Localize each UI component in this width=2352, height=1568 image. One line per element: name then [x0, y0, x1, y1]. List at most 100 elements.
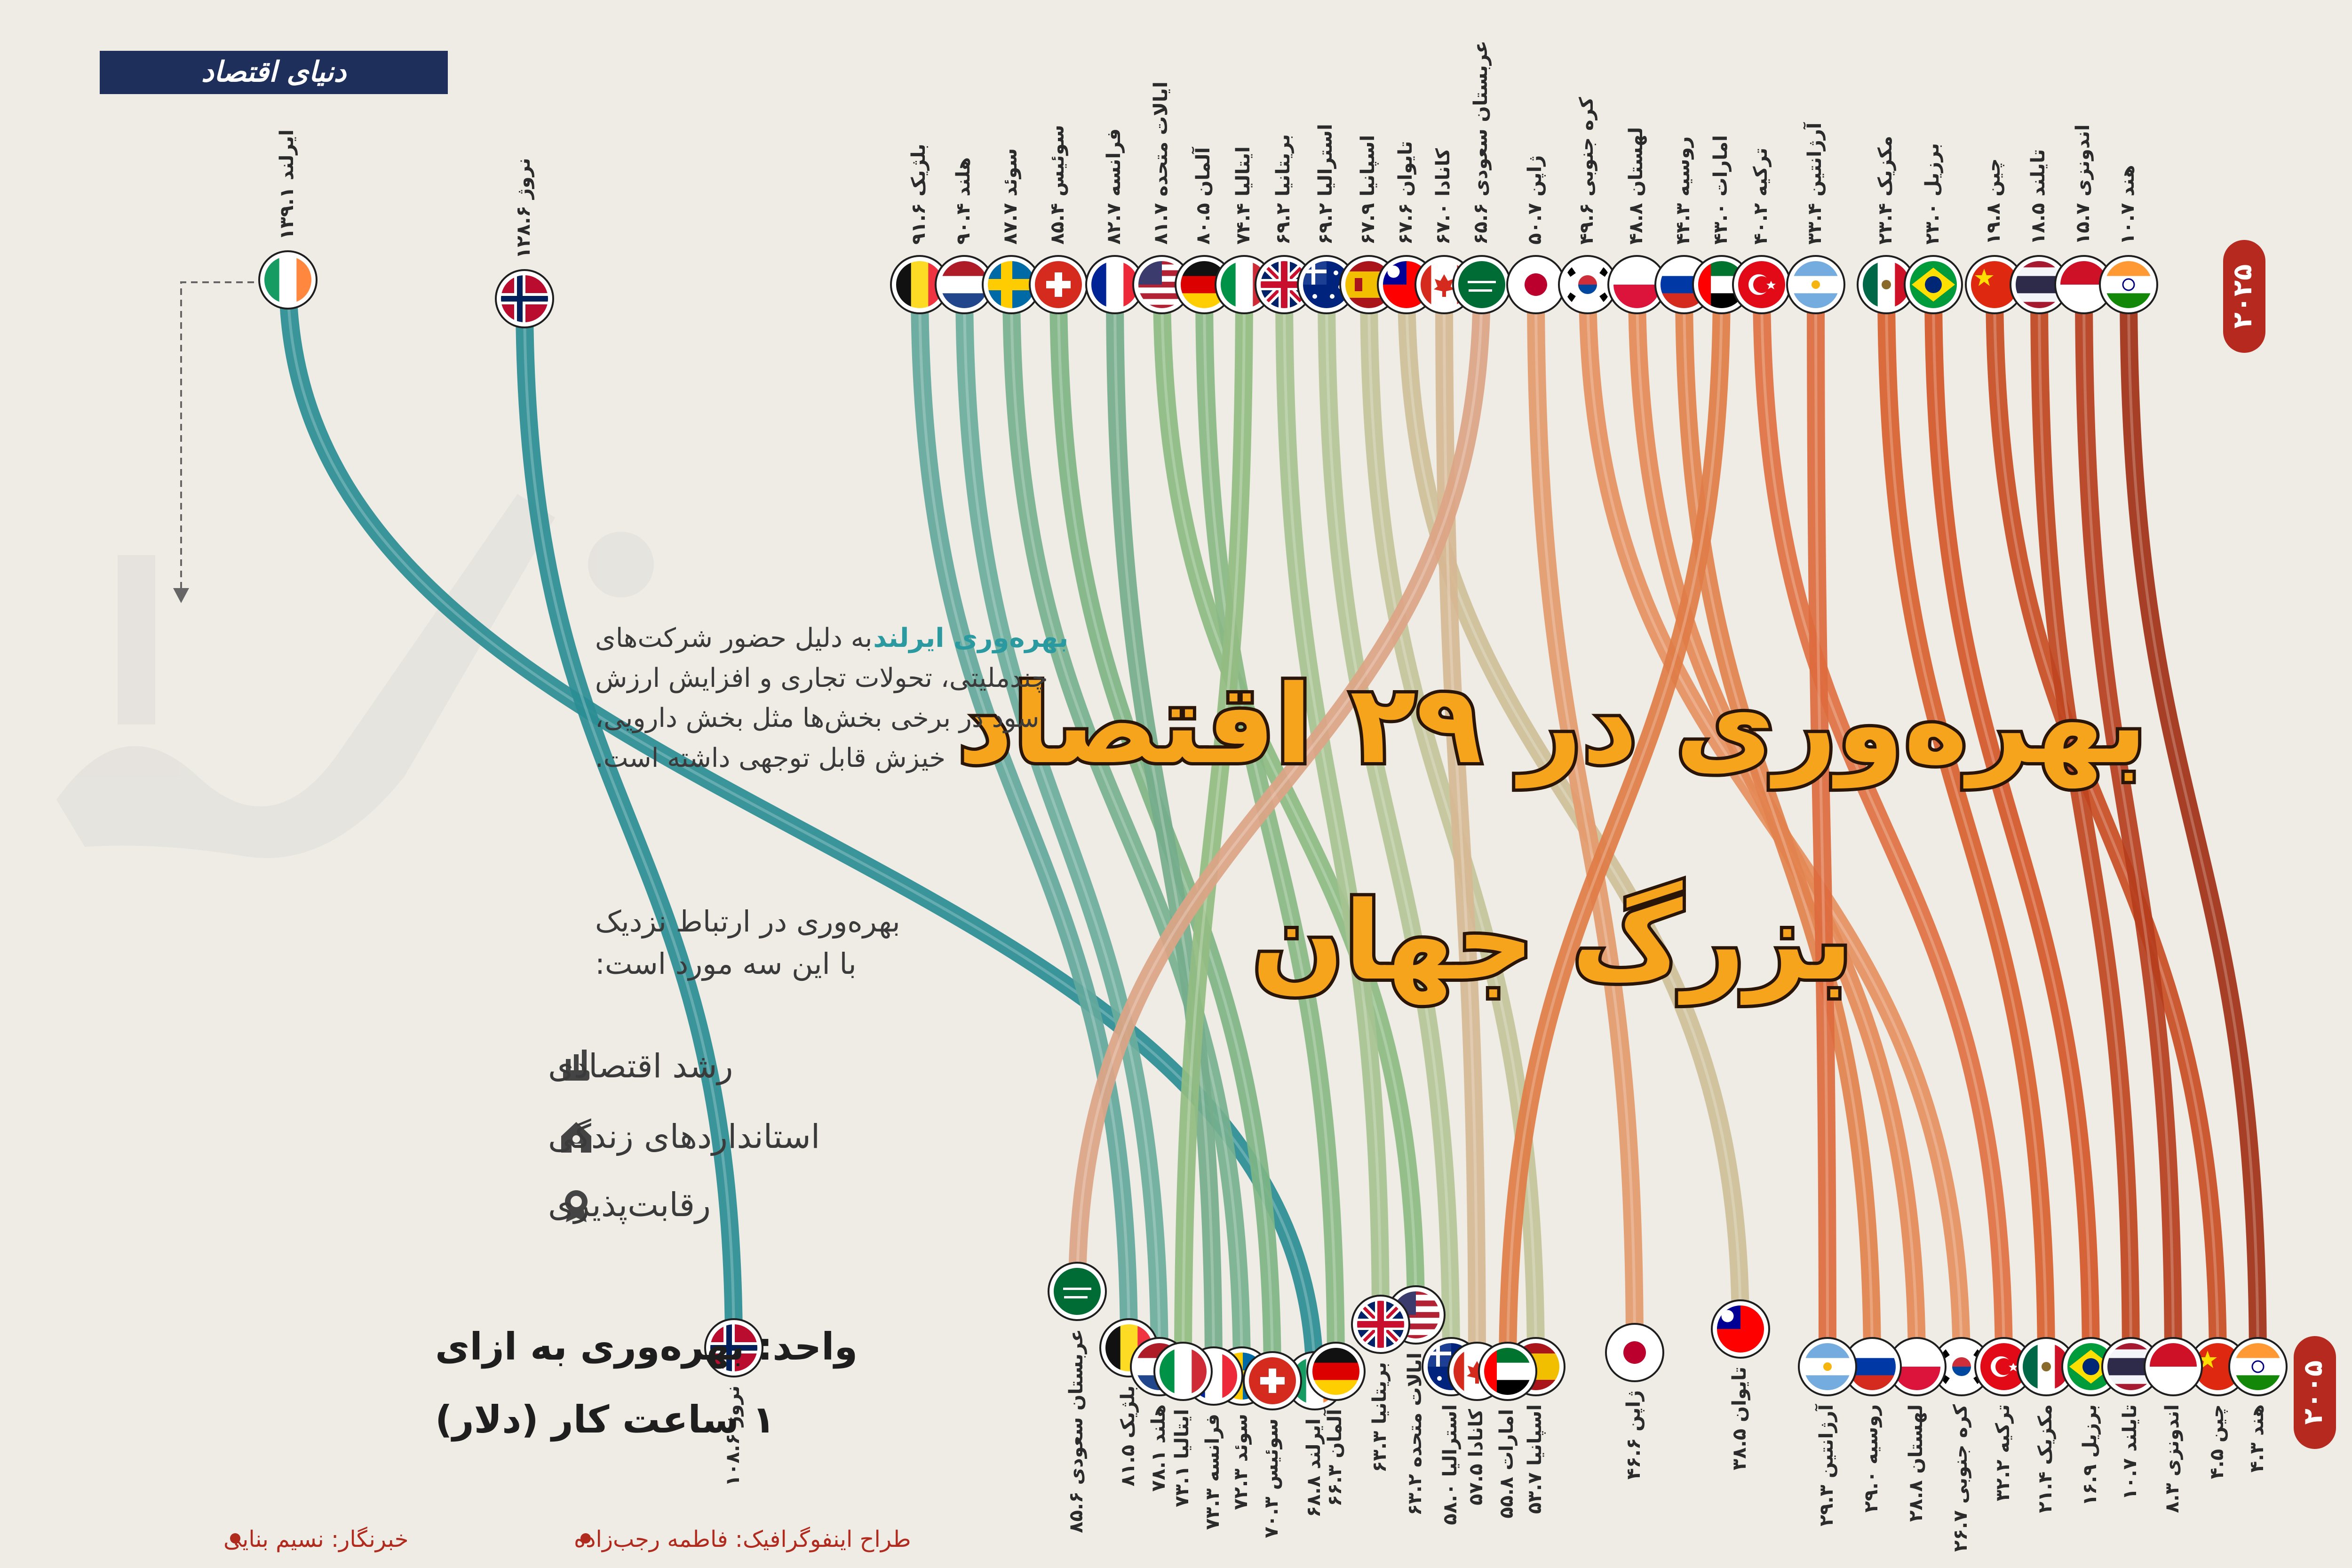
label-2005-br: برزیل ۱۶.۹	[2079, 1404, 2101, 1506]
ribbon-de	[1195, 276, 1345, 1380]
label-2025-ie: ایرلند ۱۳۹.۱	[276, 129, 298, 240]
ribbon-highlight-tw	[1405, 283, 1742, 1330]
flag-2005-it	[1153, 1342, 1213, 1401]
flag-2025-ch	[1029, 255, 1088, 314]
credits: طراح اینفوگرافیک: فاطمه رجب‌زاده خبرنگار…	[223, 1526, 911, 1552]
ireland-note: بهره‌وری ایرلند به دلیل حضور شرکت‌های چن…	[173, 281, 1068, 773]
flag-2025-ar	[1786, 255, 1845, 314]
ribbon-highlight-ru	[1683, 283, 1874, 1368]
brand-logo-text: دنیای اقتصاد	[201, 56, 347, 88]
ribbon-highlight-us	[1160, 283, 1417, 1316]
label-2025-mx: مکزیک ۲۳.۴	[1875, 136, 1896, 245]
ribbon-highlight-sa	[1076, 283, 1483, 1293]
flag-2025-ie	[258, 250, 318, 310]
label-2025-jp: ژاپن ۵۰.۷	[1524, 155, 1546, 245]
label-2005-ca: کانادا ۵۷.۵	[1465, 1409, 1487, 1505]
ribbon-id	[2075, 276, 2182, 1376]
year-badge-2005: ۲۰۰۵	[2294, 1336, 2336, 1449]
ribbon-br	[1924, 276, 2100, 1376]
ribbon-highlight-nl	[963, 283, 1161, 1368]
chart-title-line2: بزرگ جهان	[1252, 879, 1853, 1005]
ribbon-se	[1002, 276, 1251, 1385]
label-2005-kr: کره جنوبی ۲۶.۷	[1950, 1404, 1971, 1552]
flag-2005-tw	[1711, 1299, 1770, 1359]
label-2025-us: ایالات متحده ۸۱.۷	[1150, 81, 1172, 245]
note-line-3: سود در برخی بخش‌ها مثل بخش دارویی،	[595, 703, 1039, 733]
label-2025-tr: ترکیه ۴۰.۲	[1750, 148, 1772, 245]
ribbon-it	[1174, 276, 1253, 1380]
ribbon-nl	[955, 276, 1168, 1376]
relation-item-living: استانداردهای زندگی	[548, 1117, 820, 1156]
ribbon-highlight-gb	[1283, 283, 1382, 1326]
ribbon-sa	[1068, 276, 1491, 1300]
ribbon-ie	[279, 271, 1324, 1390]
label-2005-ie: ایرلند ۶۸.۸	[1303, 1418, 1325, 1517]
ribbon-highlight-th	[2038, 283, 2132, 1368]
label-2025-no: نروژ ۱۲۸.۶	[513, 158, 534, 259]
medal-icon	[565, 1190, 588, 1222]
flag-2025-us	[1132, 255, 1192, 314]
ribbon-highlight-ie	[286, 279, 1316, 1382]
label-2025-be: بلژیک ۹۱.۶	[908, 143, 930, 245]
label-2025-tw: تایوان ۶۷.۶	[1395, 141, 1416, 245]
ribbon-th	[2030, 276, 2140, 1376]
growth-icon	[563, 1050, 589, 1081]
flag-2005-gb	[1351, 1295, 1410, 1354]
ribbon-tw	[1398, 276, 1749, 1338]
ribbon-fr	[1106, 276, 1223, 1385]
flag-2025-cn	[1965, 255, 2024, 314]
label-2025-de: آلمان ۸۰.۵	[1191, 147, 1214, 245]
ribbon-in	[2120, 276, 2267, 1376]
ribbon-highlight-id	[2082, 283, 2175, 1368]
unit-line-2: ۱ ساعت کار (دلار)	[435, 1398, 775, 1442]
note-line-1: به دلیل حضور شرکت‌های	[595, 623, 872, 653]
label-2005-th: تایلند ۱۰.۷	[2119, 1404, 2141, 1500]
label-2025-ar: آرژانتین ۳۳.۴	[1803, 122, 1826, 245]
flag-2005-no	[704, 1318, 763, 1377]
ribbon-highlight-fr	[1113, 283, 1215, 1377]
brand-logo: دنیای اقتصاد	[100, 51, 448, 94]
label-2005-ru: روسیه ۲۹.۰	[1860, 1404, 1882, 1512]
ribbon-highlight-de	[1203, 283, 1337, 1373]
ribbon-highlight-tr	[1760, 283, 2005, 1368]
year-badge-2025: ۲۰۲۵	[2223, 240, 2265, 353]
ribbon-highlight-ae	[1506, 283, 1723, 1373]
label-2005-ae: امارات ۵۵.۸	[1496, 1409, 1518, 1519]
label-2005-au: استرالیا ۵۸.۰	[1439, 1404, 1461, 1525]
label-2025-fr: فرانسه ۸۲.۷	[1103, 128, 1125, 245]
ribbon-no	[516, 290, 743, 1357]
flag-2025-id	[2054, 255, 2114, 314]
label-2025-es: اسپانیا ۶۷.۹	[1357, 135, 1379, 245]
label-2025-nl: هلند ۹۰.۴	[953, 157, 974, 245]
credit-reporter: خبرنگار: نسیم بنایی	[223, 1526, 408, 1552]
house-person-icon	[561, 1122, 591, 1153]
flag-2005-sa	[1048, 1262, 1107, 1321]
label-2005-es: اسپانیا ۵۳.۷	[1524, 1404, 1546, 1514]
label-2025-kr: کره جنوبی ۴۹.۶	[1576, 96, 1597, 245]
flag-2025-pl	[1607, 255, 1667, 314]
label-2005-ar: آرژانتین ۲۹.۳	[1814, 1404, 1837, 1527]
label-2005-nl: هلند ۷۸.۱	[1148, 1404, 1169, 1492]
label-2005-it: ایتالیا ۷۳.۱	[1171, 1409, 1193, 1507]
label-2005-in: هند ۴.۳	[2246, 1404, 2268, 1472]
chart-title-line1: بهره‌وری در ۲۹ اقتصاد	[957, 662, 2147, 789]
flag-2005-ae	[1478, 1342, 1537, 1401]
label-2005-be: بلژیک ۸۱.۵	[1117, 1385, 1139, 1487]
ireland-note-connector	[180, 281, 254, 588]
ribbon-gb	[1275, 276, 1390, 1333]
chart-marks: ایرلند ۱۳۹.۱ ایرلند ۶۸.۸ نروژ ۱۲۸.۶ نروژ ۱۰…	[258, 40, 2288, 1552]
chart-ribbons	[279, 271, 2267, 1390]
ribbon-highlight-br	[1932, 283, 2092, 1368]
unit-block: واحد: بهره‌وری به ازای ۱ ساعت کار (دلار)	[435, 1325, 858, 1442]
relation-item-competitiveness: رقابت‌پذیری	[548, 1186, 711, 1225]
ribbon-highlight-no	[523, 297, 735, 1349]
label-2025-th: تایلند ۱۸.۵	[2027, 149, 2049, 245]
ribbon-highlight-cn	[1993, 283, 2219, 1368]
flag-2005-id	[2144, 1337, 2203, 1396]
flag-2025-no	[495, 269, 554, 328]
note-line-4: خیزش قابل توجهی داشته است.	[595, 743, 946, 773]
label-2025-pl: لهستان ۴۸.۸	[1625, 127, 1647, 245]
label-2025-in: هند ۱۰.۷	[2117, 165, 2138, 245]
credit-designer: طراح اینفوگرافیک: فاطمه رجب‌زاده	[574, 1526, 911, 1552]
